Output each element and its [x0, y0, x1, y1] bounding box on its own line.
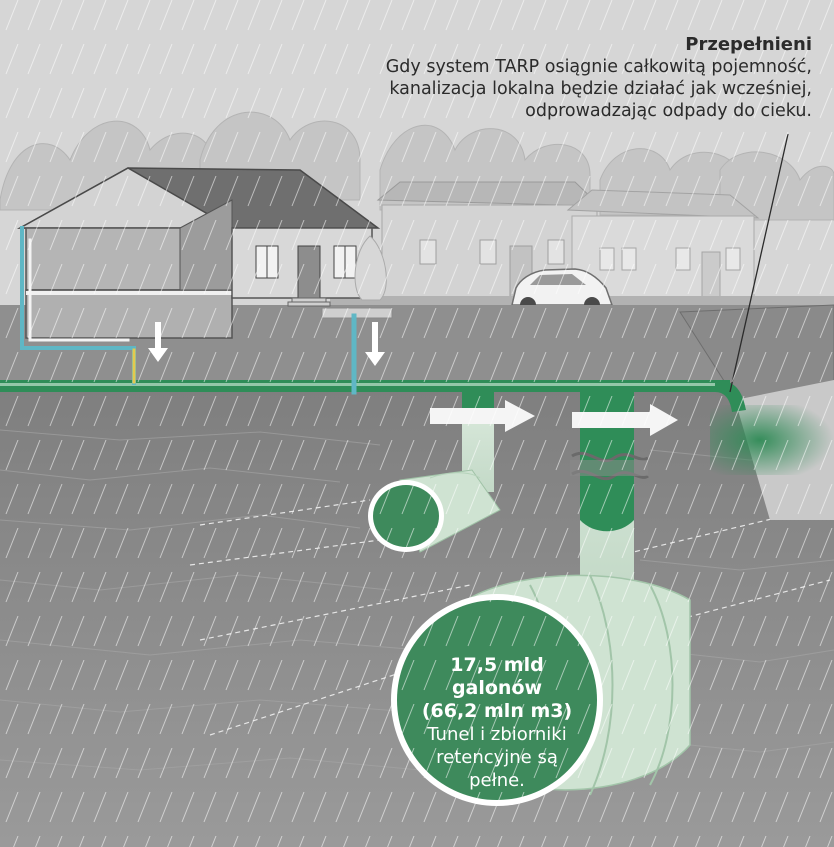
- callout-title: Przepełnieni: [685, 34, 812, 55]
- tunnel-volume-gallons: 17,5 mld galonów: [450, 654, 544, 699]
- tunnel-description: Tunel i zbiorniki retencyjne są pełne.: [427, 724, 567, 791]
- tunnel-volume-m3: (66,2 mln m3): [421, 700, 573, 722]
- callout-body: Gdy system TARP osiągnie całkowitą pojem…: [385, 57, 812, 121]
- tunnel-label: 17,5 mld galonów (66,2 mln m3) Tunel i z…: [402, 654, 592, 792]
- overflow-callout: Przepełnieni Gdy system TARP osiągnie ca…: [292, 34, 812, 122]
